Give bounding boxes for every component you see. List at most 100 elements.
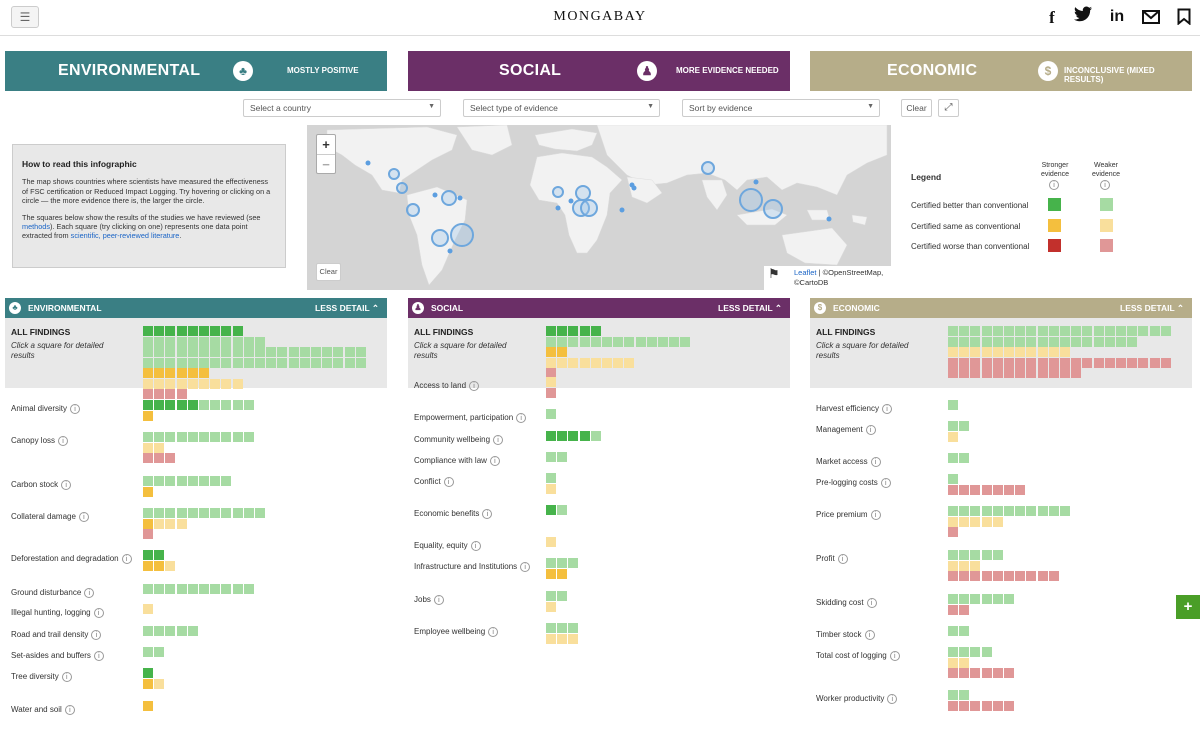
- evidence-square[interactable]: [948, 700, 958, 711]
- evidence-square[interactable]: [981, 484, 992, 495]
- evidence-square[interactable]: [1015, 357, 1026, 368]
- evidence-square[interactable]: [210, 336, 221, 347]
- evidence-square[interactable]: [232, 378, 243, 389]
- info-icon[interactable]: i: [865, 425, 876, 435]
- evidence-square[interactable]: [948, 453, 958, 463]
- linkedin-icon[interactable]: in: [1109, 8, 1125, 25]
- evidence-square[interactable]: [154, 432, 165, 442]
- evidence-square[interactable]: [1048, 357, 1059, 368]
- evidence-square[interactable]: [1015, 484, 1026, 495]
- evidence-square[interactable]: [981, 594, 992, 604]
- evidence-square[interactable]: [255, 336, 265, 347]
- less-detail-toggle[interactable]: LESS DETAIL ⌃: [315, 303, 379, 314]
- evidence-square[interactable]: [948, 657, 958, 668]
- evidence-square[interactable]: [165, 626, 176, 636]
- info-icon[interactable]: i: [93, 608, 104, 618]
- evidence-square[interactable]: [658, 336, 668, 347]
- evidence-square[interactable]: [232, 508, 243, 518]
- evidence-square[interactable]: [243, 432, 254, 442]
- evidence-square[interactable]: [992, 516, 1003, 527]
- evidence-square[interactable]: [176, 626, 187, 636]
- evidence-square[interactable]: [154, 584, 165, 594]
- evidence-square[interactable]: [1127, 357, 1138, 368]
- evidence-square[interactable]: [1015, 347, 1026, 357]
- info-icon[interactable]: i: [443, 477, 454, 487]
- evidence-square[interactable]: [288, 357, 299, 368]
- evidence-square[interactable]: [981, 647, 992, 657]
- evidence-square[interactable]: [243, 336, 254, 347]
- evidence-square[interactable]: [546, 558, 556, 568]
- evidence-square[interactable]: [176, 357, 187, 368]
- evidence-square[interactable]: [948, 571, 958, 581]
- evidence-square[interactable]: [1026, 368, 1037, 378]
- evidence-square[interactable]: [232, 336, 243, 347]
- evidence-square[interactable]: [255, 347, 265, 357]
- evidence-square[interactable]: [311, 357, 321, 368]
- evidence-square[interactable]: [1060, 506, 1070, 516]
- info-icon[interactable]: i: [433, 595, 444, 605]
- evidence-square[interactable]: [187, 508, 198, 518]
- evidence-square[interactable]: [210, 508, 221, 518]
- evidence-square[interactable]: [255, 357, 265, 368]
- evidence-square[interactable]: [187, 357, 198, 368]
- evidence-square[interactable]: [557, 558, 568, 568]
- info-icon[interactable]: i: [882, 404, 892, 414]
- evidence-square[interactable]: [959, 347, 970, 357]
- evidence-square[interactable]: [143, 326, 153, 336]
- info-icon[interactable]: i: [870, 457, 881, 467]
- evidence-square[interactable]: [981, 336, 992, 347]
- evidence-square[interactable]: [1037, 368, 1048, 378]
- evidence-square[interactable]: [1015, 368, 1026, 378]
- evidence-square[interactable]: [948, 626, 958, 636]
- clear-filters-button[interactable]: Clear: [901, 99, 932, 117]
- info-icon[interactable]: i: [520, 562, 531, 572]
- info-icon[interactable]: i: [482, 509, 493, 519]
- evidence-square[interactable]: [1060, 347, 1070, 357]
- evidence-square[interactable]: [1071, 326, 1082, 336]
- evidence-square[interactable]: [1015, 336, 1026, 347]
- evidence-square[interactable]: [143, 442, 153, 453]
- evidence-square[interactable]: [981, 550, 992, 560]
- evidence-square[interactable]: [590, 431, 601, 441]
- info-icon[interactable]: i: [93, 651, 104, 661]
- evidence-square[interactable]: [959, 604, 970, 615]
- evidence-square[interactable]: [557, 633, 568, 644]
- evidence-square[interactable]: [154, 518, 165, 529]
- evidence-square[interactable]: [970, 560, 981, 571]
- evidence-square[interactable]: [143, 647, 153, 657]
- evidence-square[interactable]: [546, 601, 556, 612]
- evidence-square[interactable]: [143, 389, 153, 399]
- evidence-square[interactable]: [165, 357, 176, 368]
- evidence-square[interactable]: [154, 336, 165, 347]
- evidence-square[interactable]: [1004, 368, 1014, 378]
- evidence-square[interactable]: [1048, 336, 1059, 347]
- evidence-square[interactable]: [165, 400, 176, 410]
- evidence-square[interactable]: [221, 347, 232, 357]
- evidence-square[interactable]: [959, 368, 970, 378]
- evidence-square[interactable]: [557, 326, 568, 336]
- evidence-square[interactable]: [344, 347, 355, 357]
- evidence-square[interactable]: [1004, 336, 1014, 347]
- evidence-square[interactable]: [143, 357, 153, 368]
- evidence-square[interactable]: [277, 357, 288, 368]
- evidence-square[interactable]: [165, 336, 176, 347]
- evidence-square[interactable]: [1071, 336, 1082, 347]
- evidence-square[interactable]: [1004, 700, 1014, 711]
- zoom-out-button[interactable]: −: [317, 154, 335, 173]
- evidence-square[interactable]: [199, 347, 209, 357]
- evidence-square[interactable]: [1149, 326, 1160, 336]
- evidence-square[interactable]: [613, 336, 624, 347]
- evidence-square[interactable]: [981, 368, 992, 378]
- evidence-square[interactable]: [970, 368, 981, 378]
- less-detail-toggle[interactable]: LESS DETAIL ⌃: [718, 303, 782, 314]
- evidence-square[interactable]: [221, 378, 232, 389]
- info-icon[interactable]: i: [880, 478, 891, 488]
- evidence-square[interactable]: [981, 571, 992, 581]
- evidence-square[interactable]: [568, 633, 579, 644]
- evidence-square[interactable]: [970, 326, 981, 336]
- evidence-square[interactable]: [199, 508, 209, 518]
- evidence-square[interactable]: [970, 668, 981, 678]
- evidence-square[interactable]: [959, 550, 970, 560]
- evidence-square[interactable]: [624, 336, 635, 347]
- evidence-square[interactable]: [154, 347, 165, 357]
